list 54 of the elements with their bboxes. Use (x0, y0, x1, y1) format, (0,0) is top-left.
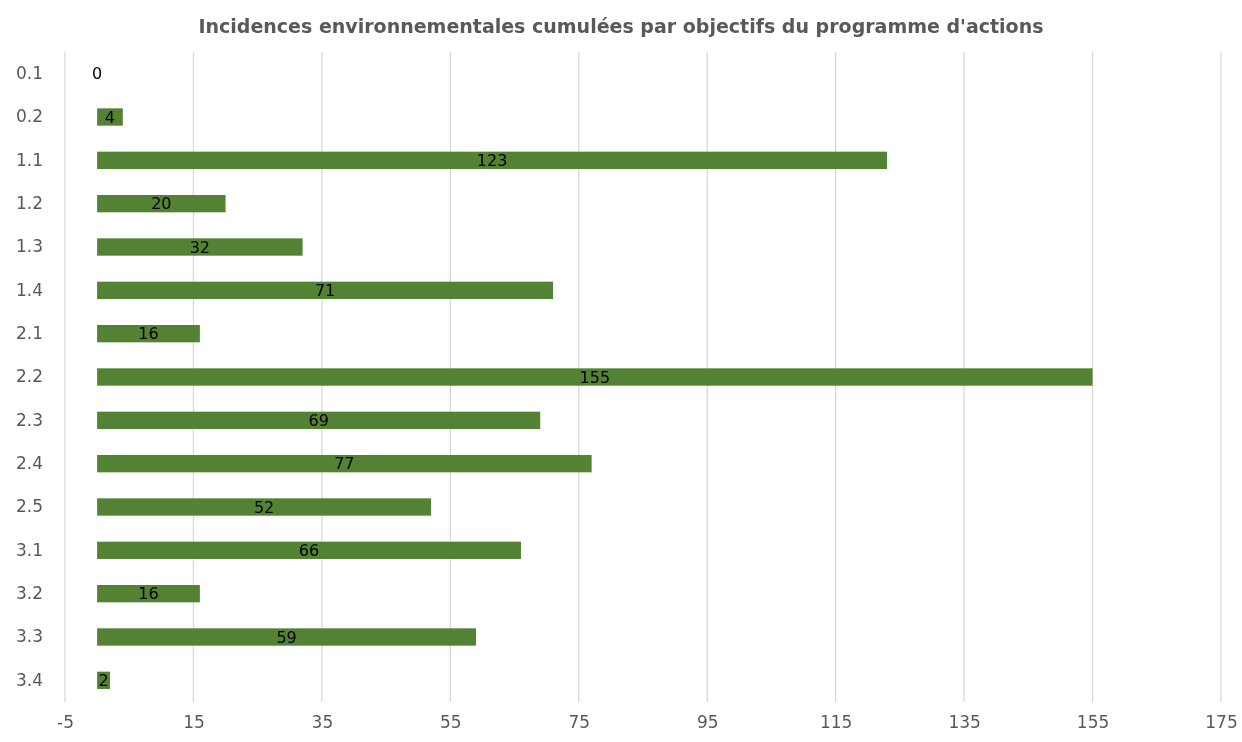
y-tick-label: 3.1 (15, 539, 43, 560)
data-label: 0 (92, 64, 103, 84)
y-tick-label: 2.2 (15, 366, 43, 387)
bar (97, 151, 888, 169)
x-tick-label: 75 (568, 712, 591, 733)
data-label: 155 (579, 367, 611, 387)
bar (97, 195, 226, 213)
chart-title: Incidences environnementales cumulées par objectifs du programme d'actions (198, 15, 1044, 37)
bar (97, 498, 432, 516)
bar (97, 455, 592, 473)
bar (97, 325, 200, 343)
bar (97, 541, 521, 559)
data-label: 69 (308, 411, 329, 431)
y-tick-label: 2.1 (15, 323, 43, 344)
data-label: 66 (298, 541, 320, 561)
bar (97, 238, 303, 256)
x-tick-label: 135 (948, 712, 981, 733)
y-tick-label: 0.2 (15, 106, 43, 127)
y-tick-label: 3.2 (15, 583, 43, 604)
data-label: 4 (104, 107, 116, 127)
data-label: 123 (476, 151, 508, 171)
bar (97, 628, 477, 646)
data-label: 16 (138, 324, 159, 344)
y-tick-label: 3.4 (15, 669, 43, 690)
x-tick-label: -5 (57, 712, 74, 733)
x-tick-label: 175 (1205, 712, 1238, 733)
x-tick-label: 155 (1076, 712, 1110, 733)
y-tick-label: 1.1 (15, 149, 43, 170)
x-tick-label: 35 (311, 712, 334, 733)
y-tick-label: 2.3 (15, 409, 43, 430)
data-label: 71 (314, 281, 336, 301)
y-tick-label: 1.2 (15, 193, 43, 214)
data-label: 77 (334, 454, 355, 474)
bar (97, 585, 200, 603)
x-tick-label: 15 (183, 712, 205, 733)
data-label: 20 (151, 194, 172, 214)
y-tick-label: 2.5 (15, 496, 43, 517)
data-label: 32 (189, 237, 211, 257)
data-label: 16 (138, 584, 159, 604)
y-tick-label: 1.4 (15, 279, 43, 300)
x-tick-label: 95 (696, 712, 719, 733)
y-tick-label: 2.4 (15, 453, 43, 474)
bar (97, 368, 1093, 386)
bar (97, 281, 554, 299)
data-label: 2 (98, 671, 109, 691)
y-tick-label: 3.3 (15, 626, 43, 647)
bar (97, 108, 123, 126)
y-tick-label: 1.3 (15, 236, 43, 257)
y-tick-label: 0.1 (15, 63, 43, 84)
x-tick-label: 55 (440, 712, 462, 733)
data-label: 59 (276, 627, 297, 647)
data-label: 52 (253, 497, 275, 517)
bar (97, 411, 541, 429)
x-tick-label: 115 (819, 712, 853, 733)
